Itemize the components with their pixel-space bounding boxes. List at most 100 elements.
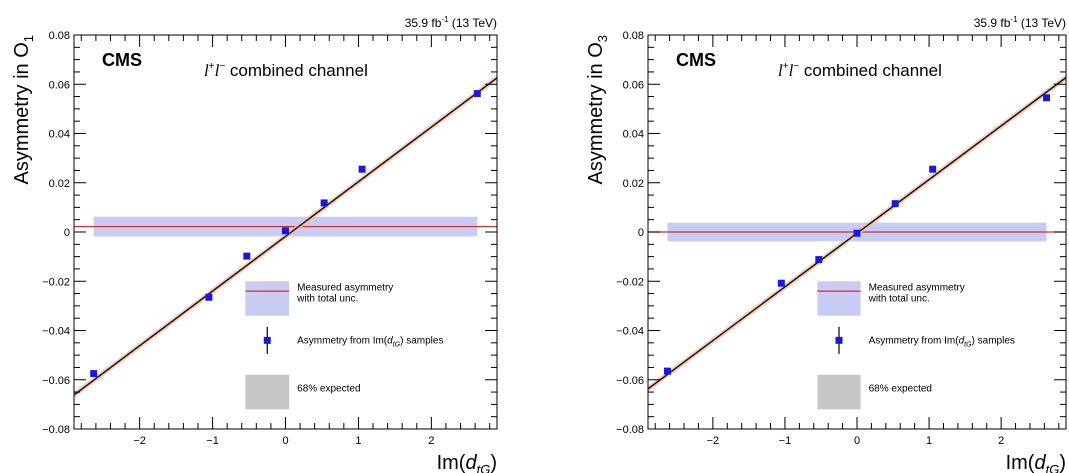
data-point: [815, 256, 823, 264]
y-tick-label: 0.04: [623, 129, 644, 141]
channel-plus: +: [783, 61, 789, 72]
fit-line: [73, 77, 498, 396]
legend-measured-text2: with total unc.: [868, 293, 930, 304]
channel-lepton: l: [778, 61, 783, 80]
legend-samples-marker: [263, 336, 271, 344]
y-tick-label: 0: [64, 227, 70, 239]
y-tick-label: −0.06: [42, 375, 70, 387]
x-axis-title-d: d: [465, 452, 477, 473]
channel-lepton: l: [215, 61, 220, 80]
channel-text: combined channel: [225, 61, 368, 80]
lumi-label: 35.9 fb-1 (13 TeV): [974, 15, 1066, 30]
x-axis-title-sub: tG: [1046, 462, 1060, 473]
y-tick-label: −0.08: [42, 424, 70, 436]
y-axis-title: Asymmetry in O1: [11, 35, 36, 184]
data-point: [282, 227, 289, 235]
legend-samples-sub: tG: [964, 341, 972, 348]
data-point: [473, 90, 481, 98]
lumi-sup: -1: [1010, 15, 1018, 24]
y-axis-title-sub: 3: [595, 35, 610, 42]
y-axis-title-sub: 1: [21, 35, 36, 42]
y-axis-title-text: Asymmetry in O: [11, 42, 33, 184]
legend-samples-marker: [835, 336, 843, 344]
data-point: [777, 279, 785, 287]
y-tick-label: 0.06: [49, 79, 70, 91]
legend-samples-d: d: [959, 335, 965, 346]
data-point: [929, 165, 937, 173]
channel-lepton: l: [204, 61, 209, 80]
channel-lepton: l: [789, 61, 794, 80]
y-axis-title-text: Asymmetry in O: [585, 42, 607, 184]
lumi-value: 35.9 fb: [974, 16, 1011, 30]
legend-expected-swatch: [817, 374, 861, 410]
legend-measured-swatch: [817, 281, 861, 316]
channel-minus: −: [793, 61, 799, 72]
y-tick-label: 0.04: [49, 129, 70, 141]
x-axis-title: Im(dtG): [437, 452, 497, 473]
legend-measured-swatch: [245, 281, 290, 316]
legend-samples-text: Asymmetry from Im(dtG) samples: [297, 335, 443, 348]
data-point: [90, 370, 98, 378]
y-tick-label: −0.02: [42, 276, 70, 288]
legend-samples-prefix: Asymmetry from Im(: [297, 335, 388, 346]
channel-label: l+l− combined channel: [778, 61, 942, 80]
data-point: [358, 165, 366, 173]
x-tick-label: −1: [779, 435, 792, 447]
data-point: [853, 229, 861, 237]
legend-expected-text: 68% expected: [297, 383, 360, 394]
x-tick-label: 2: [998, 435, 1004, 447]
legend-expected-swatch: [245, 374, 290, 410]
x-tick-label: 0: [282, 435, 288, 447]
y-tick-label: 0.08: [49, 30, 70, 42]
lumi-sup: -1: [441, 15, 449, 24]
y-tick-label: 0: [638, 227, 644, 239]
y-tick-label: 0.08: [623, 30, 644, 42]
x-tick-label: 2: [428, 435, 434, 447]
x-axis-title-d: d: [1034, 452, 1046, 473]
y-axis-title: Asymmetry in O3: [585, 35, 610, 184]
legend-samples-text: Asymmetry from Im(dtG) samples: [869, 335, 1015, 348]
channel-plus: +: [209, 61, 215, 72]
data-point: [205, 293, 213, 301]
channel-text: combined channel: [799, 61, 942, 80]
data-point: [320, 199, 328, 207]
legend-samples-suffix: ) samples: [400, 335, 443, 346]
x-tick-label: 0: [854, 435, 860, 447]
y-tick-label: 0.02: [49, 178, 70, 190]
x-axis-title-suffix: ): [490, 452, 497, 473]
legend-measured-text1: Measured asymmetry: [869, 282, 965, 293]
data-point: [663, 367, 671, 375]
y-tick-label: 0.02: [623, 178, 644, 190]
x-tick-label: −2: [133, 435, 146, 447]
x-tick-label: −1: [206, 435, 219, 447]
lumi-label: 35.9 fb-1 (13 TeV): [405, 15, 497, 30]
legend-samples-suffix: ) samples: [972, 335, 1015, 346]
data-point: [1043, 94, 1051, 102]
x-axis-title-prefix: Im(: [1006, 452, 1035, 473]
channel-minus: −: [219, 61, 225, 72]
lumi-value: 35.9 fb: [405, 16, 442, 30]
legend-samples-d: d: [387, 335, 393, 346]
x-axis-title: Im(dtG): [1006, 452, 1066, 473]
y-tick-label: −0.04: [42, 326, 70, 338]
legend-samples-sub: tG: [393, 341, 401, 348]
data-point: [243, 252, 251, 260]
legend-expected-text: 68% expected: [869, 383, 932, 394]
y-tick-label: −0.06: [616, 375, 644, 387]
y-tick-label: 0.06: [623, 79, 644, 91]
x-tick-label: 1: [355, 435, 361, 447]
legend-measured-text1: Measured asymmetry: [297, 282, 393, 293]
legend-measured-text2: with total unc.: [296, 293, 358, 304]
y-tick-label: −0.08: [616, 424, 644, 436]
lumi-energy: (13 TeV): [1018, 16, 1066, 30]
cms-label: CMS: [676, 50, 716, 70]
y-tick-label: −0.02: [616, 276, 644, 288]
lumi-energy: (13 TeV): [449, 16, 497, 30]
x-axis-title-sub: tG: [477, 462, 491, 473]
x-tick-label: 1: [926, 435, 932, 447]
x-axis-title-suffix: ): [1059, 452, 1066, 473]
chart-panel-1: −0.08−0.06−0.04−0.0200.020.040.060.08−2−…: [11, 15, 498, 473]
